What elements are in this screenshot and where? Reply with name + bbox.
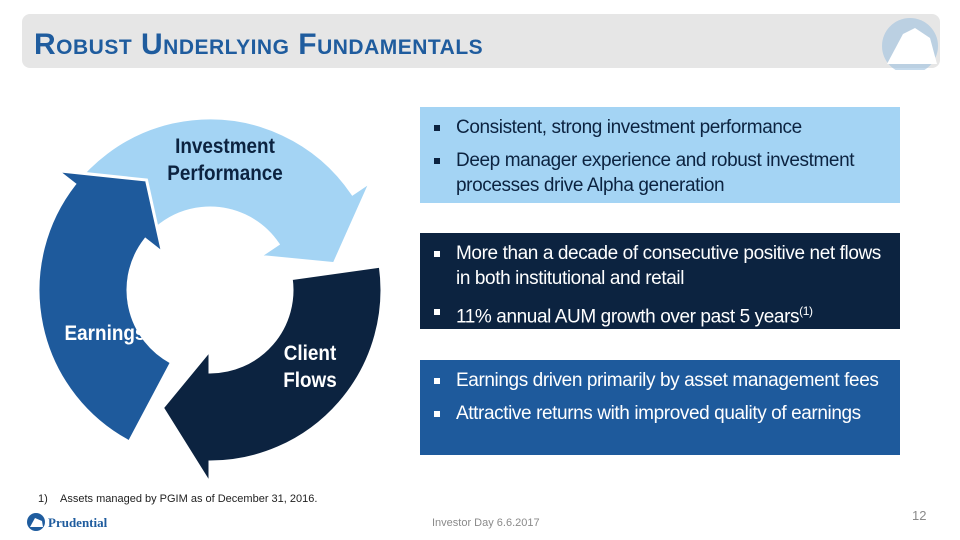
superscript: (1) bbox=[799, 304, 813, 318]
logo-rock bbox=[882, 18, 938, 70]
bullet: Earnings driven primarily by asset manag… bbox=[434, 368, 884, 393]
footer-event: Investor Day 6.6.2017 bbox=[432, 517, 540, 529]
cycle-label: Earnings bbox=[64, 322, 146, 345]
page-number: 12 bbox=[912, 508, 927, 523]
bullet-text: Earnings driven primarily by asset manag… bbox=[456, 370, 879, 391]
cycle-diagram bbox=[36, 116, 384, 480]
bullet-marker bbox=[434, 251, 440, 257]
bullet-marker bbox=[434, 125, 440, 131]
bullet: 11% annual AUM growth over past 5 years(… bbox=[434, 299, 884, 329]
bullet-text: Consistent, strong investment performanc… bbox=[456, 117, 802, 138]
bullet: Attractive returns with improved quality… bbox=[434, 401, 884, 426]
bullet-text: Attractive returns with improved quality… bbox=[456, 403, 861, 424]
title-bar bbox=[22, 14, 940, 68]
bullet: More than a decade of consecutive positi… bbox=[434, 241, 884, 291]
info-box: Consistent, strong investment performanc… bbox=[420, 107, 900, 203]
bullet-marker bbox=[434, 309, 440, 315]
info-box: More than a decade of consecutive positi… bbox=[420, 233, 900, 329]
bullet-text: Deep manager experience and robust inves… bbox=[456, 150, 855, 196]
logo-mark bbox=[27, 513, 45, 531]
footnote-marker: 1) bbox=[38, 493, 48, 505]
footnote: Assets managed by PGIM as of December 31… bbox=[60, 493, 318, 505]
logo-text: Prudential bbox=[48, 515, 108, 530]
info-box: Earnings driven primarily by asset manag… bbox=[420, 360, 900, 455]
bullet-text: 11% annual AUM growth over past 5 years bbox=[456, 306, 800, 328]
cycle-label: Investment Performance bbox=[167, 135, 283, 185]
slide-title: Robust Underlying Fundamentals bbox=[34, 28, 484, 61]
bullet-text: More than a decade of consecutive positi… bbox=[456, 243, 881, 289]
bullet-marker bbox=[434, 158, 440, 164]
cycle-arrow bbox=[36, 168, 174, 444]
bullet-marker bbox=[434, 411, 440, 417]
bullet: Deep manager experience and robust inves… bbox=[434, 148, 884, 198]
cycle-label: Client Flows bbox=[283, 342, 337, 392]
cycle-arrow bbox=[160, 264, 384, 480]
bullet: Consistent, strong investment performanc… bbox=[434, 115, 884, 140]
bullet-marker bbox=[434, 378, 440, 384]
